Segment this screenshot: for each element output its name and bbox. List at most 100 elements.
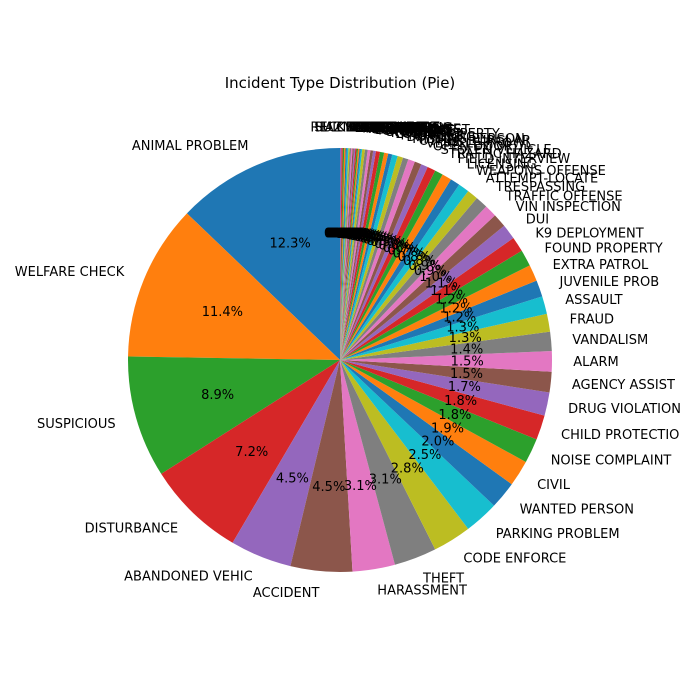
pie-slice <box>340 148 346 360</box>
pie-slice <box>340 360 469 550</box>
pie-slice <box>340 150 376 360</box>
slice-percent-label: 0.1% <box>331 227 364 242</box>
pie-slice <box>340 206 495 360</box>
slice-percent-label: 0.5% <box>366 234 399 249</box>
slice-category-label: LOST PROPERTY <box>395 127 500 142</box>
slice-percent-label: 0.5% <box>374 237 407 252</box>
slice-category-label: POWER LINES <box>347 120 437 135</box>
pie-slice <box>340 148 345 360</box>
slice-percent-label: 3.1% <box>369 472 402 487</box>
pie-slice <box>340 360 436 565</box>
pie-slice <box>340 148 350 360</box>
slice-category-label: BOMB THREAT <box>345 120 439 135</box>
slice-category-label: HAZMAT <box>315 120 370 135</box>
slice-percent-label: 0.1% <box>336 227 369 242</box>
slice-category-label: GAS LEAK <box>350 121 415 136</box>
slice-category-label: RUNAWAY <box>362 121 426 136</box>
slice-percent-label: 0.8% <box>398 250 431 265</box>
pie-slice <box>340 148 343 360</box>
slice-category-label: ANIMAL PROBLEM <box>132 139 249 154</box>
slice-category-label: ASSAULT <box>565 293 622 308</box>
slice-percent-label: 1.3% <box>446 321 479 336</box>
pie-slice <box>340 159 415 360</box>
pie-slice <box>128 213 340 360</box>
slice-category-label: CHILD PROTECTIO <box>561 428 679 443</box>
slice-percent-label: 1.3% <box>449 331 482 346</box>
pie-slice <box>340 155 403 360</box>
slice-percent-label: 0.1% <box>326 226 359 241</box>
pie-slice <box>340 184 469 360</box>
pie-slice <box>340 191 477 360</box>
slice-category-label: FIREWORKS <box>378 123 455 138</box>
slice-category-label: TRESPASSING <box>495 180 585 195</box>
pie-slice <box>290 360 353 572</box>
pie-slice <box>340 360 395 572</box>
pie-slice <box>340 296 547 360</box>
pie-category-labels: ANIMAL PROBLEM WELFARE CHECK SUSPICIOUS DIS… <box>15 120 681 600</box>
slice-percent-label: 0.3% <box>354 230 387 245</box>
slice-percent-label: 1.0% <box>419 270 452 285</box>
pie-slice <box>340 174 451 360</box>
slice-percent-label: 0.3% <box>346 228 379 243</box>
pie-slice <box>340 151 381 360</box>
chart-title: Incident Type Distribution (Pie) <box>225 74 456 92</box>
slice-percent-label: 2.8% <box>391 461 424 476</box>
slice-category-label: EXTRA PATROL <box>553 258 649 273</box>
slice-percent-label: 0.4% <box>363 233 396 248</box>
slice-percent-label: 0.5% <box>370 235 403 250</box>
slice-percent-label: 1.2% <box>439 301 472 316</box>
pie-slice <box>161 360 340 543</box>
slice-category-label: RECKLESS <box>310 120 377 135</box>
pie-slice <box>340 148 359 360</box>
pie-slice <box>128 356 340 474</box>
pie-slice <box>340 250 530 360</box>
pie-slice <box>340 148 357 360</box>
slice-percent-label: 0.9% <box>414 264 447 279</box>
slice-percent-label: 4.5% <box>312 480 345 495</box>
slice-category-label: ABANDONED VEHIC <box>124 570 253 585</box>
slice-percent-label: 1.4% <box>450 342 483 357</box>
slice-category-label: DOG BITE <box>355 121 418 136</box>
pie-slice <box>340 148 361 360</box>
slice-percent-label: 1.7% <box>448 380 481 395</box>
slice-category-label: DOMESTIC <box>406 130 475 145</box>
slice-category-label: NOISE COMPLAINT <box>551 453 672 468</box>
pie-slice <box>340 313 551 360</box>
pie-slice <box>340 151 385 360</box>
slice-category-label: PANHANDLING <box>358 121 453 136</box>
slice-category-label: LITTERING <box>356 121 424 136</box>
pie-percent-labels: 12.3%11.4%8.9%7.2%4.5%4.5%3.1%3.1%2.8%2.… <box>201 226 484 495</box>
slice-percent-label: 0.1% <box>336 227 369 242</box>
slice-percent-label: 0.7% <box>393 247 426 262</box>
slice-percent-label: 0.1% <box>334 227 367 242</box>
slice-percent-label: 1.8% <box>444 394 477 409</box>
slice-category-label: VANDALISM <box>572 333 648 348</box>
slice-category-label: WARRANT <box>364 122 429 137</box>
pie-slice <box>340 170 443 360</box>
pie-slice <box>340 166 436 360</box>
slice-category-label: CODE ENFORCE <box>463 551 566 566</box>
slice-percent-label: 1.8% <box>438 408 471 423</box>
slice-category-label: STOLEN VEHICLE <box>441 143 552 158</box>
slice-category-label: ALARM <box>573 355 619 370</box>
pie-slice <box>340 360 550 416</box>
slice-percent-label: 0.1% <box>329 226 362 241</box>
pie-slice <box>340 350 553 372</box>
slice-category-label: SUSPICIOUS <box>37 417 116 432</box>
slice-category-label: OPEN DOOR <box>433 140 513 155</box>
slice-category-label: OVERDOSE <box>382 124 455 139</box>
slice-category-label: THEFT <box>422 571 464 586</box>
slice-percent-label: 0.2% <box>343 228 376 243</box>
slice-percent-label: 0.9% <box>408 259 441 274</box>
pie-slice <box>340 280 543 360</box>
slice-percent-label: 0.2% <box>338 227 371 242</box>
slice-percent-label: 0.7% <box>388 244 421 259</box>
pie-slice <box>340 237 522 360</box>
slice-percent-label: 1.2% <box>443 311 476 326</box>
pie-slice <box>340 360 545 440</box>
slice-percent-label: 0.2% <box>339 227 372 242</box>
slice-percent-label: 0.4% <box>360 232 393 247</box>
slice-category-label: JUVENILE PROB <box>559 275 660 290</box>
slice-category-label: TRAFFIC OFFENSE <box>505 189 623 204</box>
pie-slice <box>340 148 360 360</box>
